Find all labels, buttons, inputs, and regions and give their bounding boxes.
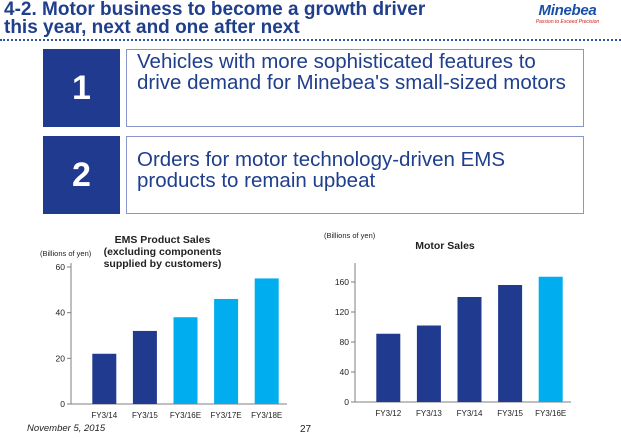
ems-y-tick-label: 0	[60, 399, 65, 409]
motor-category-label: FY3/14	[457, 409, 483, 418]
ems-bar	[132, 330, 157, 404]
motor-y-tick-label: 160	[335, 277, 349, 287]
motor-bar	[498, 285, 523, 402]
ems-y-tick-label: 60	[56, 262, 66, 272]
ems-bar	[214, 298, 239, 404]
motor-y-tick-label: 40	[340, 367, 350, 377]
ems-category-label: FY3/17E	[211, 411, 242, 420]
ems-bar	[254, 278, 279, 404]
motor-category-label: FY3/16E	[535, 409, 566, 418]
ems-category-label: FY3/15	[132, 411, 158, 420]
motor-category-label: FY3/12	[375, 409, 401, 418]
motor-category-label: FY3/15	[497, 409, 523, 418]
motor-bar	[457, 297, 482, 402]
point-1-number: 1	[72, 68, 91, 107]
motor-bar	[416, 325, 441, 402]
ems-category-label: FY3/14	[91, 411, 117, 420]
motor-chart-title: Motor Sales	[415, 240, 475, 252]
page-title: 4-2. Motor business to become a growth d…	[4, 0, 504, 38]
ems-bar	[173, 317, 198, 404]
page-number: 27	[300, 424, 312, 435]
footer-date: November 5, 2015	[27, 423, 106, 434]
ems-chart-title: EMS Product Sales (excluding components …	[103, 234, 222, 270]
point-1-text-box: Vehicles with more sophisticated feature…	[126, 49, 584, 127]
motor-bar	[538, 276, 563, 402]
motor-category-label: FY3/13	[416, 409, 442, 418]
logo-tagline: Passion to Exceed Precision	[535, 19, 600, 25]
point-2-number: 2	[72, 155, 91, 194]
point-2-text-box: Orders for motor technology-driven EMS p…	[126, 136, 584, 214]
title-line-1: 4-2. Motor business to become a growth d…	[4, 0, 426, 20]
title-line-2: this year, next and one after next	[4, 17, 300, 38]
ems-y-tick-label: 20	[56, 353, 66, 363]
ems-category-label: FY3/16E	[170, 411, 201, 420]
motor-chart-unit: (Billions of yen)	[324, 231, 376, 240]
header-divider	[0, 39, 621, 41]
ems-bar	[92, 353, 117, 404]
company-logo: Minebea Passion to Exceed Precision	[520, 2, 615, 26]
motor-y-tick-label: 0	[344, 397, 349, 407]
point-2-number-box: 2	[43, 136, 120, 214]
motor-y-tick-label: 80	[340, 337, 350, 347]
logo-name: Minebea	[538, 2, 597, 19]
ems-chart-unit: (Billions of yen)	[40, 249, 92, 258]
ems-category-label: FY3/18E	[251, 411, 282, 420]
motor-bar	[376, 333, 401, 402]
point-1-text: Vehicles with more sophisticated feature…	[137, 50, 566, 94]
motor-y-tick-label: 120	[335, 307, 349, 317]
ems-y-tick-label: 40	[56, 308, 66, 318]
point-1-number-box: 1	[43, 49, 120, 127]
point-2-text: Orders for motor technology-driven EMS p…	[137, 148, 505, 192]
